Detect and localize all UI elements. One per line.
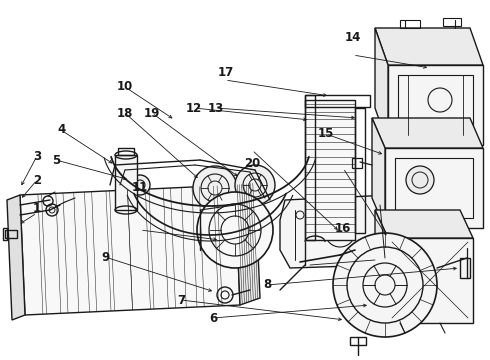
Bar [350,337,366,345]
Circle shape [333,233,437,337]
Bar [305,95,315,240]
Bar [395,158,473,218]
Text: 7: 7 [177,294,185,307]
Bar [352,158,362,168]
Bar [305,95,370,107]
Bar [400,20,420,28]
Bar [443,18,461,26]
Circle shape [406,166,434,194]
Text: 15: 15 [318,127,334,140]
Polygon shape [20,185,240,315]
Polygon shape [375,28,388,145]
Polygon shape [375,210,473,238]
Text: 16: 16 [335,222,351,235]
Bar [385,148,483,228]
Bar [388,65,483,145]
Circle shape [130,175,150,195]
Bar [118,148,134,155]
Text: 17: 17 [217,66,234,78]
Polygon shape [372,118,483,148]
Bar [398,75,473,135]
Text: 18: 18 [117,107,133,120]
Text: 10: 10 [117,80,133,93]
Bar [3,228,7,240]
Text: 9: 9 [101,251,109,264]
Bar [5,230,17,238]
Text: 11: 11 [131,181,148,194]
Text: 1: 1 [33,202,41,215]
Text: 5: 5 [52,154,60,167]
Circle shape [193,166,237,210]
Polygon shape [372,118,385,228]
Polygon shape [375,210,388,323]
Circle shape [197,192,273,268]
Polygon shape [235,183,260,305]
Polygon shape [280,195,400,268]
Text: 2: 2 [33,174,41,186]
Bar [460,258,470,278]
Polygon shape [375,28,483,65]
Text: 12: 12 [185,102,202,114]
Text: 20: 20 [244,157,261,170]
Circle shape [235,165,275,205]
Bar [115,155,137,210]
Polygon shape [7,195,25,320]
Text: 19: 19 [144,107,160,120]
Text: 6: 6 [209,312,217,325]
Bar [355,108,365,233]
Text: 8: 8 [263,278,271,291]
Text: 13: 13 [207,102,224,114]
Text: 14: 14 [344,31,361,44]
Bar [388,238,473,323]
Bar [305,100,355,240]
Text: 4: 4 [57,123,65,136]
Text: 3: 3 [33,150,41,163]
